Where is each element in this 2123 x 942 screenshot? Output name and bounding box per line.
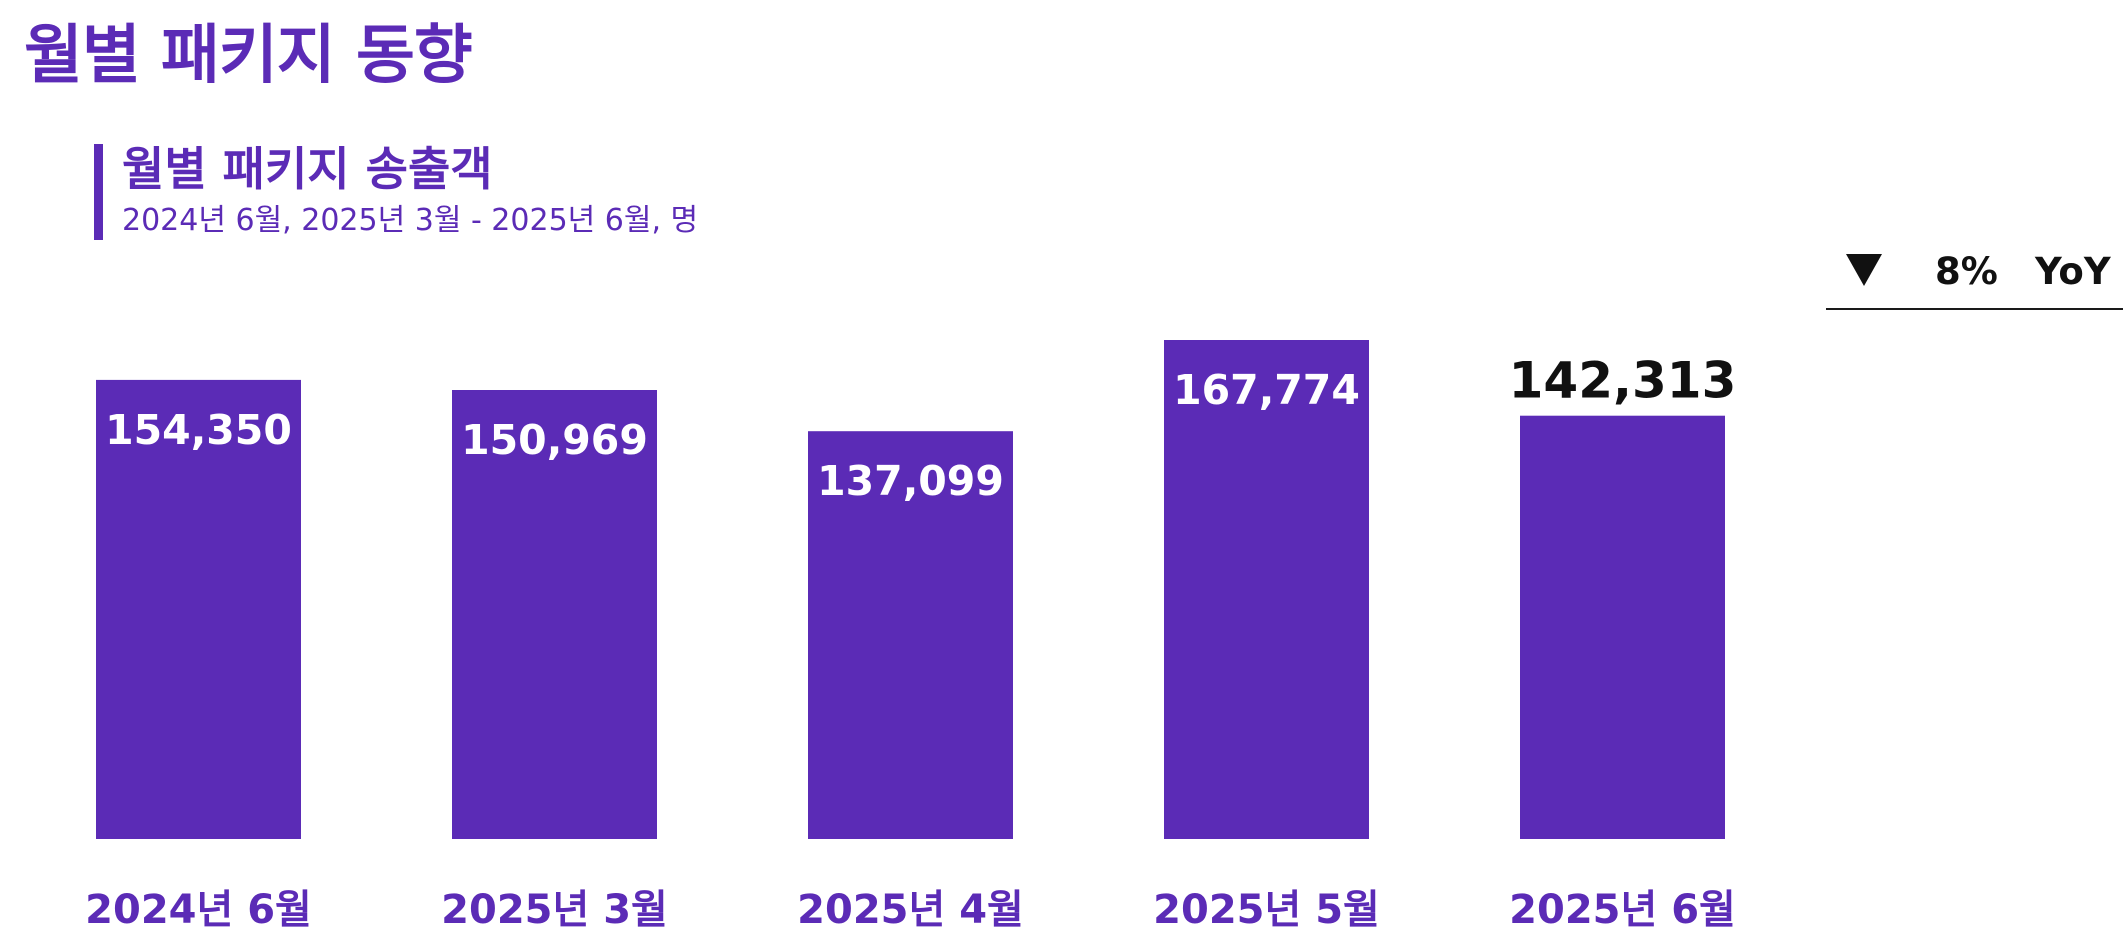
bar-value-label-3: 137,099: [817, 457, 1004, 505]
x-tick-label-4: 2025년 5월: [1153, 887, 1380, 933]
bar-2: [452, 390, 657, 839]
chart-title: 월별 패키지 송출객: [122, 142, 493, 196]
x-tick-label-5: 2025년 6월: [1509, 887, 1736, 933]
bar-value-label-2: 150,969: [461, 416, 648, 464]
down-triangle-icon: [1846, 254, 1882, 286]
bar-value-label-4: 167,774: [1173, 366, 1360, 414]
x-tick-label-2: 2025년 3월: [441, 887, 668, 933]
x-tick-label-3: 2025년 4월: [797, 887, 1024, 933]
chart-subtitle: 2024년 6월, 2025년 3월 - 2025년 6월, 명: [122, 203, 699, 238]
bar-5: [1520, 415, 1725, 839]
yoy-label: YoY: [2035, 250, 2111, 293]
x-tick-label-1: 2024년 6월: [85, 887, 312, 933]
bar-1: [96, 379, 301, 839]
chart-header: 월별 패키지 송출객 2024년 6월, 2025년 3월 - 2025년 6월…: [94, 144, 698, 240]
page-title: 월별 패키지 동향: [24, 19, 473, 93]
bar-value-label-1: 154,350: [105, 406, 292, 454]
yoy-indicator: 8% YoY: [1826, 246, 2123, 310]
bar-4: [1164, 340, 1369, 839]
yoy-value: 8%: [1935, 250, 1998, 293]
bar-3: [808, 431, 1013, 839]
bar-value-label-5: 142,313: [1509, 352, 1737, 410]
